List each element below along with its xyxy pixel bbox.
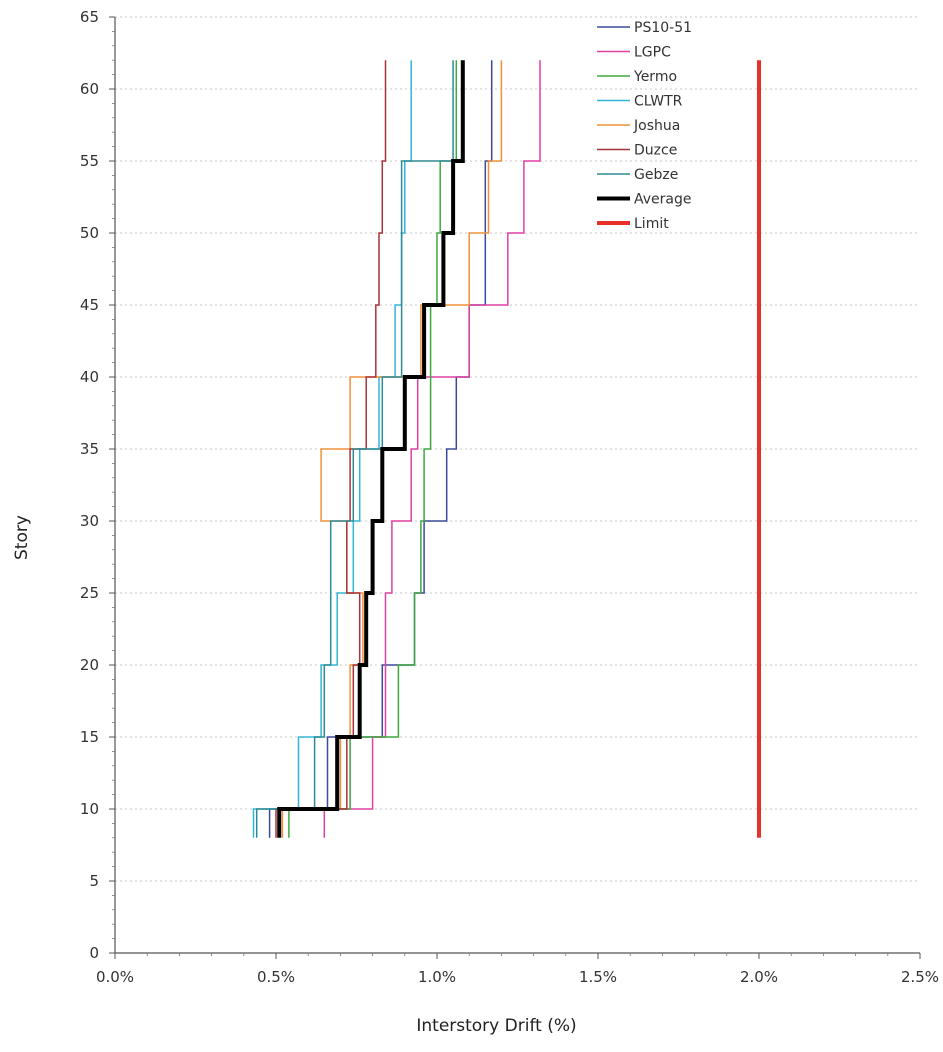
legend-label-gebze: Gebze bbox=[634, 167, 678, 183]
y-axis-title: Story bbox=[12, 515, 32, 560]
y-tick-label: 25 bbox=[80, 584, 99, 602]
series-line-gebze bbox=[255, 60, 454, 838]
legend-label-ps10-51: PS10-51 bbox=[634, 20, 692, 36]
legend-label-joshua: Joshua bbox=[633, 118, 680, 134]
series-line-yermo bbox=[288, 60, 458, 838]
y-tick-label: 60 bbox=[80, 80, 99, 98]
legend-label-clwtr: CLWTR bbox=[634, 94, 683, 110]
series-lines bbox=[252, 60, 761, 838]
x-tick-label: 0.0% bbox=[96, 968, 134, 986]
legend-label-average: Average bbox=[634, 192, 692, 208]
x-tick-label: 2.0% bbox=[740, 968, 778, 986]
y-tick-label: 65 bbox=[80, 8, 99, 26]
legend-label-lgpc: LGPC bbox=[634, 45, 671, 61]
y-tick-label: 40 bbox=[80, 368, 99, 386]
y-tick-label: 55 bbox=[80, 152, 99, 170]
y-tick-label: 45 bbox=[80, 296, 99, 314]
y-tick-label: 50 bbox=[80, 224, 99, 242]
x-tick-label: 0.5% bbox=[257, 968, 295, 986]
gridlines bbox=[115, 16, 920, 882]
legend-label-duzce: Duzce bbox=[634, 143, 677, 159]
x-tick-label: 1.0% bbox=[418, 968, 456, 986]
y-tick-label: 5 bbox=[89, 872, 99, 890]
y-tick-label: 35 bbox=[80, 440, 99, 458]
legend-label-limit: Limit bbox=[634, 216, 669, 232]
y-tick-label: 20 bbox=[80, 656, 99, 674]
axes: 0 5 10 15 20 25 30 35 40 45 50 55 60 65 0.0% 0.5% 1.0% 1.… bbox=[80, 8, 939, 986]
y-tick-label: 10 bbox=[80, 800, 99, 818]
legend: PS10-51 LGPC Yermo CLWTR Joshua Duzce Gebze Ave… bbox=[597, 20, 692, 232]
y-tick-label: 15 bbox=[80, 728, 99, 746]
series-line-clwtr bbox=[252, 60, 412, 838]
y-tick-label: 30 bbox=[80, 512, 99, 530]
x-tick-label: 2.5% bbox=[901, 968, 939, 986]
y-tick-label: 0 bbox=[89, 944, 99, 962]
x-tick-label: 1.5% bbox=[579, 968, 617, 986]
x-axis-title: Interstory Drift (%) bbox=[416, 1016, 577, 1036]
legend-label-yermo: Yermo bbox=[633, 69, 677, 85]
series-line-average bbox=[277, 60, 465, 838]
